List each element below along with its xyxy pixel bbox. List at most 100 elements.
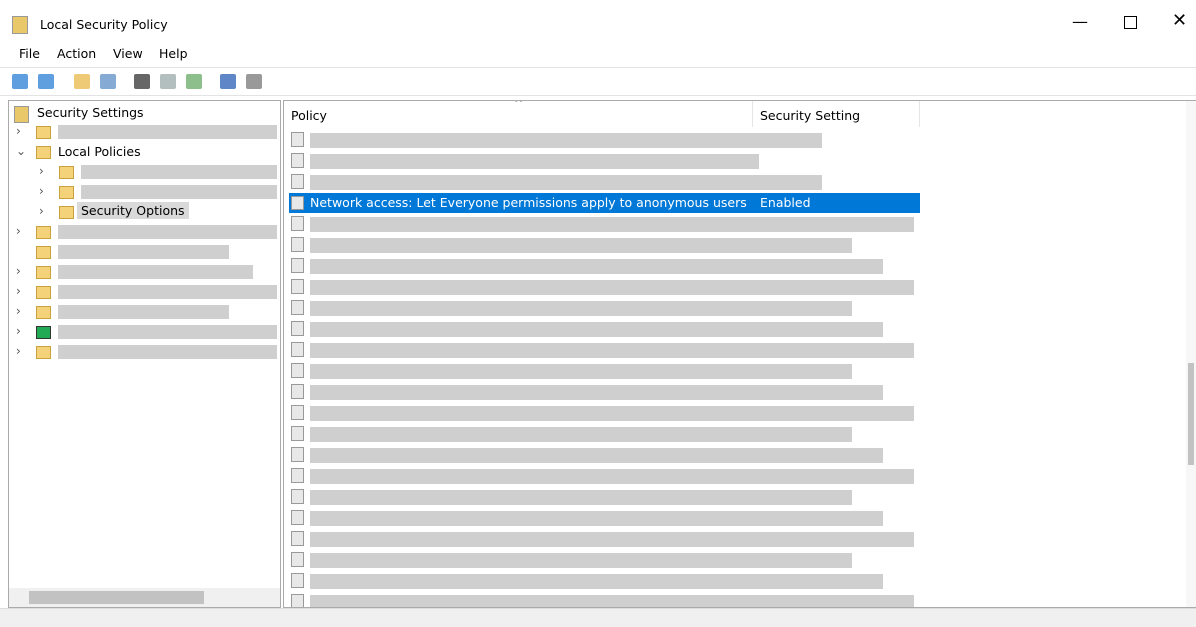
menu-item[interactable]: Action	[57, 46, 97, 61]
redacted[interactable]	[310, 259, 883, 274]
minimize-button[interactable]: —	[1072, 12, 1088, 31]
redacted	[58, 125, 277, 139]
policy-icon	[291, 531, 304, 546]
policy-icon	[291, 258, 304, 273]
redacted	[58, 265, 253, 279]
policy-icon	[291, 174, 304, 189]
folder-icon	[36, 346, 51, 359]
redacted[interactable]	[310, 154, 759, 169]
redacted	[58, 325, 277, 339]
sort-arrow: ^	[514, 100, 524, 110]
folder-icon	[59, 166, 74, 179]
h-scroll-thumb	[29, 591, 204, 604]
policy-icon	[291, 489, 304, 504]
redacted	[58, 345, 277, 359]
redacted[interactable]	[310, 595, 914, 607]
expand-chevron[interactable]: ›	[16, 304, 21, 318]
policy-icon	[291, 216, 304, 231]
expand-chevron[interactable]: ›	[16, 124, 21, 138]
policy-icon	[291, 300, 304, 315]
expand-chevron[interactable]: ›	[16, 284, 21, 298]
policy-icon	[291, 426, 304, 441]
header-divider	[752, 101, 753, 127]
policy-name[interactable]: Network access: Let Everyone permissions…	[310, 195, 747, 210]
redacted[interactable]	[310, 532, 914, 547]
policy-icon	[291, 321, 304, 336]
menu-item[interactable]: View	[113, 46, 143, 61]
redacted	[81, 165, 277, 179]
window-title: Local Security Policy	[40, 17, 168, 32]
selected-row[interactable]: Network access: Let Everyone permissions…	[289, 193, 920, 213]
column-header[interactable]: Security Setting	[760, 108, 861, 123]
redacted	[58, 285, 277, 299]
separator	[0, 95, 1196, 96]
expand-chevron[interactable]: ›	[16, 224, 21, 238]
toolbar	[0, 70, 1196, 94]
policy-icon	[291, 132, 304, 147]
root-icon	[14, 106, 29, 123]
toolbar-button[interactable]	[160, 74, 176, 89]
menu-item[interactable]: Help	[159, 46, 188, 61]
folder-icon	[59, 186, 74, 199]
redacted[interactable]	[310, 133, 822, 148]
column-header[interactable]: Policy	[291, 108, 327, 123]
redacted[interactable]	[310, 217, 914, 232]
expand-chevron[interactable]: ›	[16, 324, 21, 338]
folder-icon	[59, 206, 74, 219]
toolbar-button[interactable]	[38, 74, 54, 89]
redacted[interactable]	[310, 280, 914, 295]
expand-chevron[interactable]: ›	[39, 204, 44, 218]
expand-chevron[interactable]: ⌄	[16, 144, 27, 158]
maximize-button[interactable]	[1124, 16, 1137, 29]
expand-chevron[interactable]: ›	[39, 184, 44, 198]
policy-icon	[291, 447, 304, 462]
policy-icon	[291, 196, 304, 210]
redacted[interactable]	[310, 238, 852, 253]
redacted[interactable]	[310, 406, 914, 421]
expand-chevron[interactable]: ›	[16, 264, 21, 278]
policy-icon	[291, 237, 304, 252]
redacted[interactable]	[310, 448, 883, 463]
redacted[interactable]	[310, 427, 852, 442]
tree-item[interactable]: Local Policies	[58, 144, 141, 159]
toolbar-button[interactable]	[74, 74, 90, 89]
policy-icon	[291, 279, 304, 294]
redacted[interactable]	[310, 553, 852, 568]
toolbar-button[interactable]	[246, 74, 262, 89]
toolbar-button[interactable]	[220, 74, 236, 89]
redacted[interactable]	[310, 511, 883, 526]
policy-icon	[291, 594, 304, 607]
redacted[interactable]	[310, 322, 883, 337]
toolbar-button[interactable]	[12, 74, 28, 89]
toolbar-button[interactable]	[100, 74, 116, 89]
redacted[interactable]	[310, 301, 852, 316]
menu-item[interactable]: File	[19, 46, 40, 61]
tree-item[interactable]: Security Options	[77, 202, 189, 219]
close-button[interactable]: ✕	[1172, 10, 1188, 31]
expand-chevron[interactable]: ›	[39, 164, 44, 178]
policy-icon	[291, 468, 304, 483]
policy-icon	[291, 552, 304, 567]
redacted[interactable]	[310, 175, 822, 190]
policy-setting[interactable]: Enabled	[760, 195, 811, 210]
toolbar-button[interactable]	[134, 74, 150, 89]
redacted[interactable]	[310, 364, 852, 379]
policy-icon	[291, 342, 304, 357]
redacted	[58, 225, 277, 239]
expand-chevron[interactable]: ›	[16, 344, 21, 358]
redacted[interactable]	[310, 469, 914, 484]
policy-icon	[291, 405, 304, 420]
v-scrollbar	[1186, 101, 1196, 607]
redacted[interactable]	[310, 343, 914, 358]
redacted[interactable]	[310, 490, 852, 505]
folder-icon	[36, 306, 51, 319]
app-icon	[12, 16, 28, 34]
tree-item[interactable]: Security Settings	[37, 105, 144, 120]
redacted	[58, 245, 229, 259]
folder-icon	[36, 146, 51, 159]
redacted[interactable]	[310, 574, 883, 589]
redacted[interactable]	[310, 385, 883, 400]
redacted	[81, 185, 277, 199]
toolbar-button[interactable]	[186, 74, 202, 89]
